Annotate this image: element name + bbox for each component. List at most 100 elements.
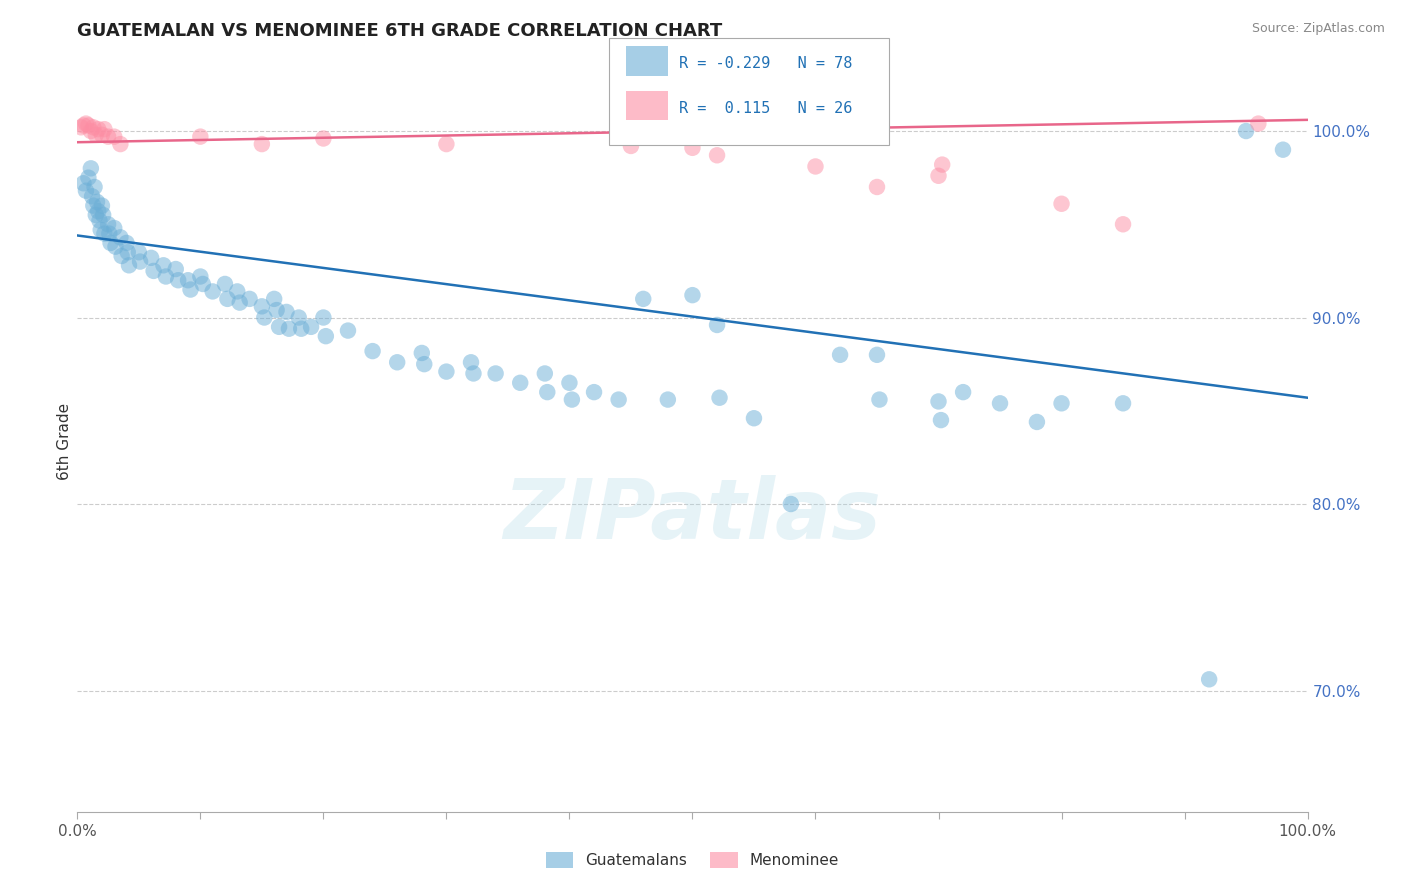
Point: [315, 329, 337, 343]
Point: [1112, 396, 1135, 410]
Point: [620, 139, 643, 153]
Point: [217, 292, 239, 306]
Point: [436, 365, 458, 379]
Point: [75, 117, 97, 131]
Point: [93, 227, 115, 241]
Point: [180, 283, 202, 297]
Point: [413, 357, 436, 371]
Point: [607, 392, 630, 407]
Y-axis label: 6th Grade: 6th Grade: [56, 403, 72, 480]
Point: [682, 141, 704, 155]
Point: [411, 346, 433, 360]
Point: [142, 264, 165, 278]
Point: [561, 392, 583, 407]
Point: [509, 376, 531, 390]
Point: [460, 355, 482, 369]
Point: [110, 230, 132, 244]
Point: [117, 245, 139, 260]
Point: [312, 131, 335, 145]
Point: [190, 269, 212, 284]
Point: [1026, 415, 1049, 429]
Point: [82, 199, 104, 213]
Point: [165, 262, 187, 277]
Point: [167, 273, 190, 287]
Point: [82, 189, 104, 203]
Point: [830, 348, 852, 362]
Point: [312, 310, 335, 325]
Point: [276, 305, 298, 319]
Text: GUATEMALAN VS MENOMINEE 6TH GRADE CORRELATION CHART: GUATEMALAN VS MENOMINEE 6TH GRADE CORREL…: [77, 22, 723, 40]
Point: [239, 292, 262, 306]
Text: ZIPatlas: ZIPatlas: [503, 475, 882, 556]
Text: R = -0.229   N = 78: R = -0.229 N = 78: [679, 56, 852, 71]
Point: [77, 170, 100, 185]
Point: [682, 288, 704, 302]
Point: [128, 245, 150, 260]
Point: [90, 223, 112, 237]
Point: [709, 391, 731, 405]
Point: [866, 180, 889, 194]
Point: [1050, 396, 1073, 410]
Point: [90, 128, 114, 142]
Point: [97, 129, 120, 144]
Point: [263, 292, 285, 306]
Point: [80, 124, 103, 138]
Point: [1050, 196, 1073, 211]
Point: [288, 310, 311, 325]
Point: [804, 160, 827, 174]
Point: [103, 221, 125, 235]
Point: [1247, 117, 1270, 131]
Point: [152, 258, 174, 272]
Point: [988, 396, 1011, 410]
Point: [129, 254, 152, 268]
Point: [80, 161, 103, 176]
Point: [111, 249, 132, 263]
Point: [1112, 217, 1135, 231]
Point: [253, 310, 276, 325]
Point: [214, 277, 236, 291]
Point: [118, 258, 141, 272]
Point: [93, 122, 115, 136]
Point: [536, 385, 558, 400]
Point: [115, 235, 138, 250]
Point: [97, 217, 120, 231]
Text: Source: ZipAtlas.com: Source: ZipAtlas.com: [1251, 22, 1385, 36]
Point: [75, 184, 97, 198]
Point: [929, 413, 952, 427]
Point: [229, 295, 252, 310]
Point: [931, 158, 953, 172]
Point: [77, 119, 100, 133]
Point: [141, 251, 163, 265]
Point: [250, 299, 273, 313]
Point: [290, 322, 312, 336]
Point: [100, 235, 122, 250]
Point: [191, 277, 214, 291]
Point: [190, 129, 212, 144]
Point: [89, 213, 111, 227]
Point: [866, 348, 889, 362]
Point: [1272, 143, 1295, 157]
Point: [83, 180, 105, 194]
Legend: Guatemalans, Menominee: Guatemalans, Menominee: [540, 847, 845, 874]
Point: [1234, 124, 1257, 138]
Point: [155, 269, 177, 284]
Point: [361, 344, 384, 359]
Point: [928, 394, 950, 409]
Point: [72, 119, 94, 133]
Point: [337, 324, 360, 338]
Point: [558, 376, 581, 390]
Point: [299, 319, 322, 334]
Point: [90, 199, 114, 213]
Point: [633, 292, 655, 306]
Point: [82, 120, 104, 135]
Point: [706, 318, 728, 332]
Point: [226, 285, 249, 299]
Point: [463, 367, 485, 381]
Point: [104, 240, 127, 254]
Point: [583, 385, 606, 400]
Point: [485, 367, 508, 381]
Point: [1198, 673, 1220, 687]
Point: [70, 120, 93, 135]
Point: [87, 122, 110, 136]
Point: [952, 385, 974, 400]
